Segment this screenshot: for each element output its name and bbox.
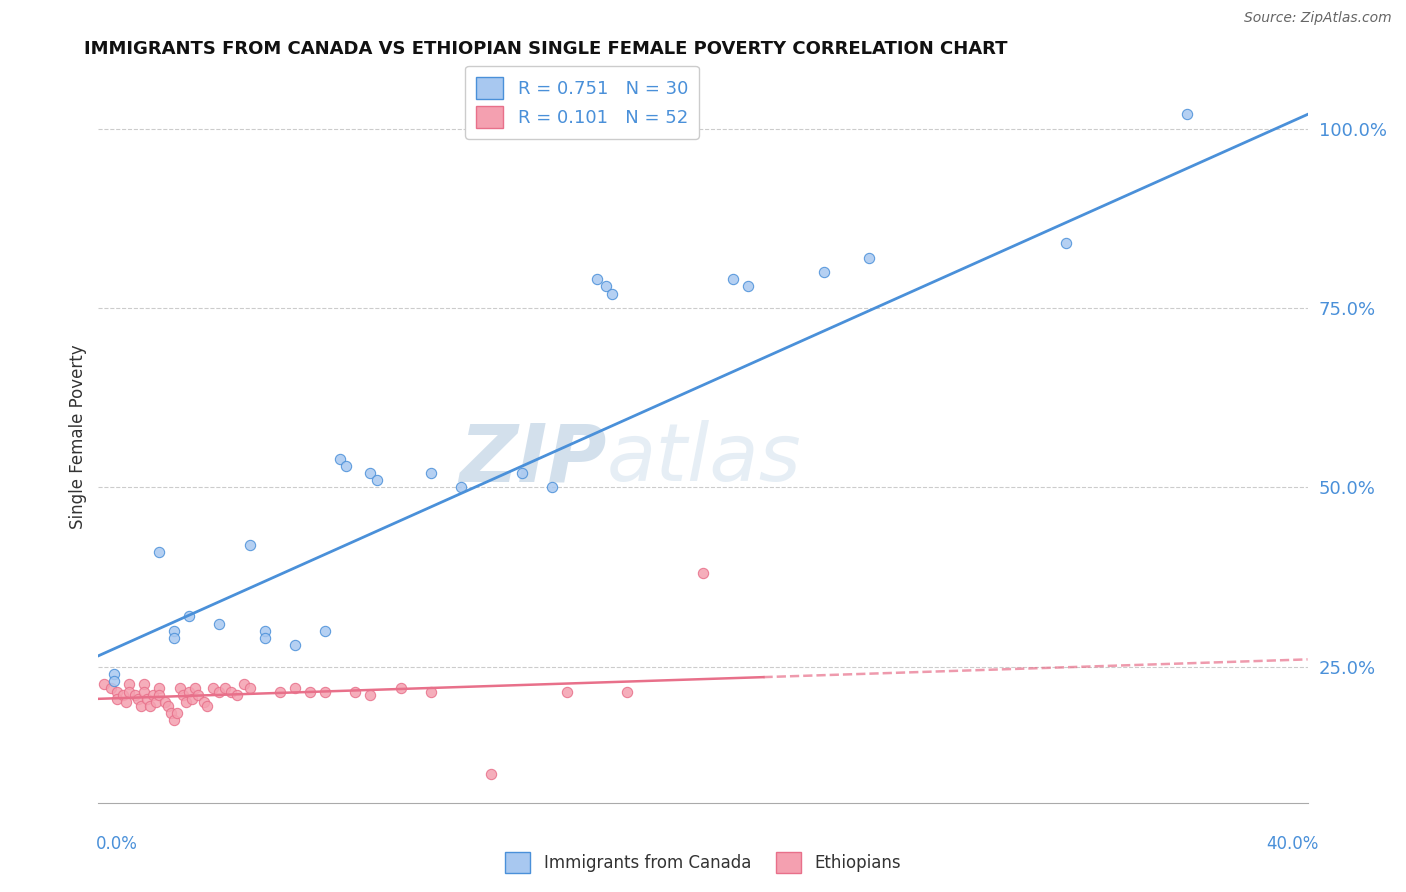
Point xyxy=(314,624,336,638)
Point xyxy=(360,466,382,480)
Point xyxy=(193,695,215,709)
Point xyxy=(195,698,218,713)
Point xyxy=(253,624,276,638)
Point xyxy=(118,684,141,698)
Point xyxy=(163,714,186,728)
Point xyxy=(100,681,122,695)
Point xyxy=(103,666,125,681)
Legend: R = 0.751   N = 30, R = 0.101   N = 52: R = 0.751 N = 30, R = 0.101 N = 52 xyxy=(465,66,699,138)
Point xyxy=(124,688,146,702)
Point xyxy=(314,684,336,698)
Point xyxy=(510,466,533,480)
Point xyxy=(344,684,367,698)
Point xyxy=(172,688,194,702)
Legend: Immigrants from Canada, Ethiopians: Immigrants from Canada, Ethiopians xyxy=(499,846,907,880)
Point xyxy=(118,677,141,691)
Point xyxy=(232,677,254,691)
Point xyxy=(723,272,745,286)
Point xyxy=(214,681,236,695)
Point xyxy=(737,279,759,293)
Point xyxy=(129,698,152,713)
Point xyxy=(335,458,357,473)
Point xyxy=(103,673,125,688)
Point xyxy=(169,681,191,695)
Point xyxy=(616,684,638,698)
Point xyxy=(148,545,170,559)
Text: ZIP: ZIP xyxy=(458,420,606,498)
Point xyxy=(132,684,155,698)
Point xyxy=(389,681,412,695)
Point xyxy=(105,684,128,698)
Point xyxy=(481,767,503,781)
Point xyxy=(93,677,115,691)
Point xyxy=(179,609,201,624)
Point xyxy=(127,691,149,706)
Point xyxy=(166,706,188,721)
Point xyxy=(181,691,204,706)
Point xyxy=(132,677,155,691)
Point xyxy=(299,684,322,698)
Point xyxy=(284,681,307,695)
Point xyxy=(148,681,170,695)
Point xyxy=(145,695,167,709)
Point xyxy=(160,706,183,721)
Point xyxy=(420,684,443,698)
Point xyxy=(148,688,170,702)
Point xyxy=(269,684,291,698)
Text: Source: ZipAtlas.com: Source: ZipAtlas.com xyxy=(1244,12,1392,25)
Point xyxy=(360,688,382,702)
Point xyxy=(1054,236,1077,251)
Point xyxy=(284,638,307,652)
Point xyxy=(111,688,134,702)
Point xyxy=(142,688,165,702)
Point xyxy=(540,480,562,494)
Point xyxy=(239,681,262,695)
Point xyxy=(450,480,472,494)
Point xyxy=(226,688,249,702)
Point xyxy=(813,265,835,279)
Point xyxy=(420,466,443,480)
Point xyxy=(187,688,209,702)
Point xyxy=(202,681,225,695)
Point xyxy=(208,684,231,698)
Point xyxy=(135,691,157,706)
Point xyxy=(179,684,201,698)
Point xyxy=(586,272,609,286)
Point xyxy=(139,698,162,713)
Point xyxy=(208,616,231,631)
Point xyxy=(163,624,186,638)
Point xyxy=(156,698,179,713)
Text: atlas: atlas xyxy=(606,420,801,498)
Point xyxy=(555,684,578,698)
Point xyxy=(602,286,624,301)
Text: 40.0%: 40.0% xyxy=(1267,835,1319,853)
Point xyxy=(239,538,262,552)
Point xyxy=(105,691,128,706)
Text: IMMIGRANTS FROM CANADA VS ETHIOPIAN SINGLE FEMALE POVERTY CORRELATION CHART: IMMIGRANTS FROM CANADA VS ETHIOPIAN SING… xyxy=(84,40,1008,58)
Point xyxy=(184,681,207,695)
Point xyxy=(163,631,186,645)
Point xyxy=(692,566,714,581)
Text: #c8d8e8: #c8d8e8 xyxy=(703,458,709,459)
Point xyxy=(174,695,197,709)
Point xyxy=(366,473,388,487)
Text: 0.0%: 0.0% xyxy=(96,835,138,853)
Point xyxy=(114,695,136,709)
Point xyxy=(595,279,617,293)
Point xyxy=(329,451,352,466)
Point xyxy=(1175,107,1198,121)
Point xyxy=(153,695,176,709)
Point xyxy=(221,684,243,698)
Point xyxy=(858,251,880,265)
Y-axis label: Single Female Poverty: Single Female Poverty xyxy=(69,345,87,529)
Point xyxy=(253,631,276,645)
